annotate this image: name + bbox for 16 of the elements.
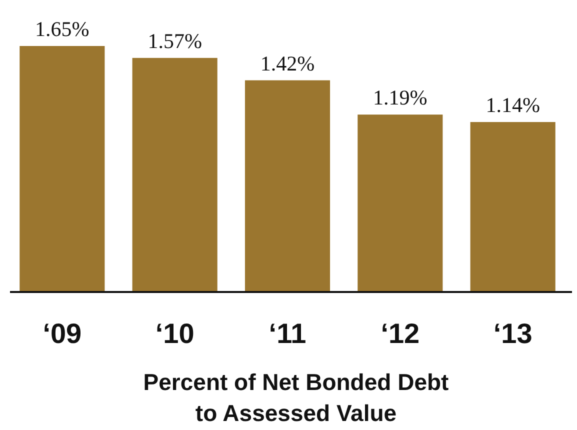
- x-tick-label: ‘12: [380, 318, 420, 349]
- data-label: 1.42%: [260, 51, 315, 76]
- x-tick-label: ‘10: [155, 318, 194, 349]
- bar: [132, 58, 218, 292]
- x-tick-label: ‘11: [268, 318, 306, 349]
- bar: [470, 122, 556, 292]
- data-label: 1.65%: [35, 17, 90, 41]
- bar: [244, 80, 330, 292]
- x-axis-title: Percent of Net Bonded Debt to Assessed Value: [143, 369, 450, 426]
- data-label: 1.14%: [486, 93, 540, 118]
- data-label: 1.19%: [373, 86, 428, 110]
- bar: [20, 46, 105, 292]
- bar: [358, 114, 443, 292]
- x-tick-label: ‘09: [42, 318, 82, 349]
- data-label: 1.57%: [148, 28, 202, 53]
- x-tick-label: ‘13: [493, 318, 532, 349]
